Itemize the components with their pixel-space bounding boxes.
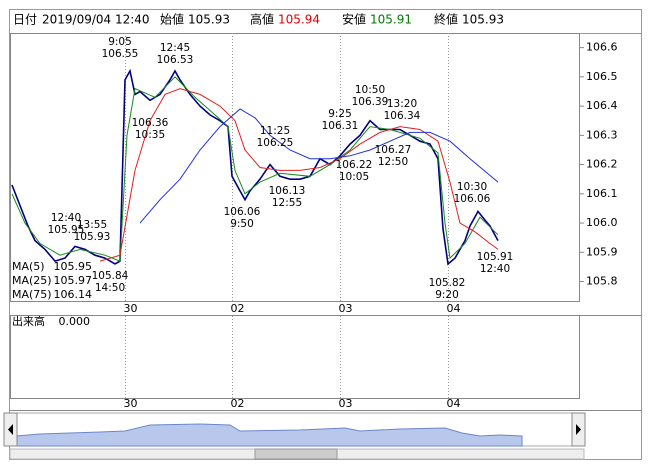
annotation: 106.55 bbox=[102, 48, 139, 60]
y-tick-label: 106.3 bbox=[586, 128, 618, 141]
legend-label: MA(75) bbox=[12, 288, 52, 301]
header: 日付 2019/09/04 12:40 始値 105.93 高値 105.94 … bbox=[13, 12, 504, 27]
annotation: 106.39 bbox=[352, 96, 389, 108]
y-tick-label: 105.8 bbox=[586, 275, 618, 288]
ma-line bbox=[11, 76, 499, 262]
annotation: 105.91 bbox=[477, 251, 514, 263]
annotation: 12:40 bbox=[51, 212, 81, 224]
annotation: 106.27 bbox=[375, 144, 412, 156]
x-tick-label: 30 bbox=[124, 302, 138, 315]
annotation: 106.53 bbox=[157, 54, 194, 66]
annotation: 105.82 bbox=[429, 277, 466, 289]
ma-line bbox=[99, 88, 499, 262]
annotation: 13:55 bbox=[77, 219, 107, 231]
x-tick-label: 04 bbox=[447, 302, 461, 315]
arrow-left bbox=[8, 424, 13, 435]
legend-label: MA(25) bbox=[12, 274, 52, 287]
legend-value: 105.95 bbox=[54, 260, 93, 273]
date: 2019/09/04 12:40 bbox=[42, 13, 150, 27]
close: 105.93 bbox=[462, 13, 504, 27]
close-label: 終値 bbox=[434, 12, 458, 27]
annotation: 12:55 bbox=[272, 197, 302, 209]
date-label: 日付 bbox=[13, 13, 37, 27]
annotation: 105.93 bbox=[74, 231, 111, 243]
x-tick-label: 04 bbox=[447, 397, 461, 410]
legend-value: 105.97 bbox=[54, 274, 93, 287]
y-tick-label: 105.9 bbox=[586, 245, 618, 258]
annotation: 10:35 bbox=[135, 129, 165, 141]
low: 105.91 bbox=[370, 13, 412, 27]
x-tick-label: 02 bbox=[231, 302, 245, 315]
navigator-area bbox=[15, 423, 523, 447]
annotation: 9:05 bbox=[108, 36, 132, 48]
volume-label: 出来高 bbox=[12, 314, 45, 328]
legend-label: MA(5) bbox=[12, 260, 45, 273]
annotation: 105.84 bbox=[92, 270, 129, 282]
annotation: 106.31 bbox=[322, 120, 359, 132]
annotation: 106.13 bbox=[269, 185, 306, 197]
annotation: 9:20 bbox=[435, 289, 459, 301]
annotation: 9:50 bbox=[230, 218, 254, 230]
annotation: 106.22 bbox=[336, 159, 373, 171]
annotation: 106.36 bbox=[132, 117, 169, 129]
y-tick-label: 106.6 bbox=[586, 41, 618, 54]
annotation: 12:40 bbox=[480, 263, 510, 275]
annotation: 106.34 bbox=[384, 110, 421, 122]
x-tick-label: 03 bbox=[339, 302, 353, 315]
annotation: 9:25 bbox=[328, 108, 352, 120]
annotation: 105.95 bbox=[48, 224, 85, 236]
y-tick-label: 106.2 bbox=[586, 158, 618, 171]
y-tick-label: 106.5 bbox=[586, 70, 618, 83]
open: 105.93 bbox=[188, 13, 230, 27]
annotation: 10:05 bbox=[339, 171, 369, 183]
annotation: 13:20 bbox=[387, 98, 417, 110]
y-tick-label: 106.4 bbox=[586, 99, 618, 112]
annotation: 10:30 bbox=[457, 181, 487, 193]
ma-line bbox=[139, 108, 499, 224]
annotation: 10:50 bbox=[355, 84, 385, 96]
annotation: 12:45 bbox=[160, 42, 190, 54]
high: 105.94 bbox=[278, 13, 320, 27]
legend-value: 106.14 bbox=[54, 288, 93, 301]
y-tick-label: 106.1 bbox=[586, 187, 618, 200]
annotation: 106.25 bbox=[257, 137, 294, 149]
volume-value: 0.000 bbox=[59, 315, 91, 328]
scrollbar-thumb[interactable] bbox=[254, 448, 338, 460]
arrow-right bbox=[576, 424, 581, 435]
main-panel bbox=[10, 33, 580, 302]
x-tick-label: 02 bbox=[231, 397, 245, 410]
annotation: 12:50 bbox=[378, 156, 408, 168]
annotation: 14:50 bbox=[95, 282, 125, 294]
annotation: 106.06 bbox=[454, 193, 491, 205]
x-tick-label: 30 bbox=[124, 397, 138, 410]
open-label: 始値 bbox=[160, 12, 184, 27]
high-label: 高値 bbox=[250, 12, 274, 27]
annotation: 106.06 bbox=[224, 206, 261, 218]
price-line bbox=[11, 68, 499, 266]
annotation: 11:25 bbox=[260, 125, 290, 137]
y-tick-label: 106.0 bbox=[586, 216, 618, 229]
x-tick-label: 03 bbox=[339, 397, 353, 410]
low-label: 安値 bbox=[342, 12, 366, 27]
